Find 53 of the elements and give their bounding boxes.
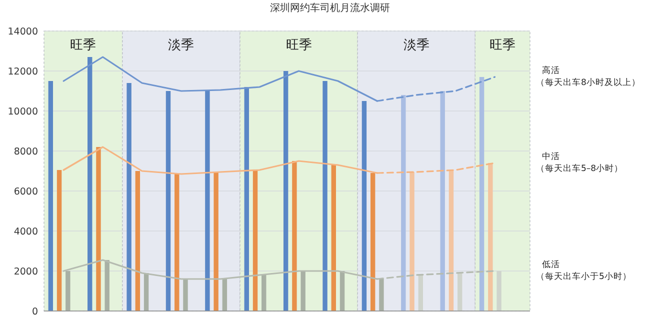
y-tick-label: 0: [32, 306, 38, 318]
bar: [222, 279, 228, 311]
bar: [457, 273, 462, 311]
y-tick-label: 8000: [14, 146, 38, 158]
annotation: 旺季: [490, 38, 516, 53]
y-tick-label: 4000: [14, 226, 38, 238]
y-tick-label: 14000: [8, 26, 38, 38]
bar: [440, 91, 445, 311]
bar: [300, 271, 306, 311]
bar: [183, 279, 188, 311]
bar: [479, 77, 484, 311]
bar: [88, 57, 92, 311]
bar: [418, 275, 423, 311]
bar: [126, 83, 132, 311]
y-tick-label: 2000: [14, 266, 38, 278]
bar: [214, 172, 218, 311]
bar: [410, 172, 414, 311]
annotation: 旺季: [70, 38, 96, 53]
annotation: 旺季: [286, 38, 312, 53]
bar: [56, 170, 62, 311]
bar: [48, 81, 54, 311]
bar: [244, 87, 249, 311]
bar: [96, 147, 101, 311]
bar: [66, 271, 70, 311]
bar: [488, 163, 493, 311]
bar: [144, 273, 149, 311]
y-tick-label: 10000: [8, 106, 38, 118]
bar: [292, 161, 297, 311]
text: 中活（每天出车5–8小时）: [536, 151, 624, 174]
bar: [401, 95, 406, 311]
bar: [340, 271, 345, 311]
bar: [174, 174, 180, 311]
bar: [379, 279, 384, 311]
bar: [104, 260, 110, 311]
y-tick-label: 12000: [8, 66, 38, 78]
bar: [252, 170, 258, 311]
bar: [362, 101, 367, 311]
bar: [322, 81, 328, 311]
chart-title: 深圳网约车司机月流水调研: [270, 2, 390, 14]
bar: [448, 170, 454, 311]
bar: [331, 165, 336, 311]
text: 低活（每天出车小于5小时）: [536, 259, 632, 282]
bar: [370, 173, 376, 311]
bar: [205, 90, 210, 311]
annotation: 淡季: [403, 38, 430, 53]
annotation: 淡季: [168, 38, 194, 53]
bar: [135, 171, 140, 311]
y-tick-label: 6000: [14, 186, 38, 198]
bar: [262, 275, 266, 311]
text: 高活（每天出车8小时及以上）: [536, 65, 640, 88]
bar: [496, 271, 502, 311]
bar: [166, 91, 171, 311]
bar: [283, 71, 288, 311]
